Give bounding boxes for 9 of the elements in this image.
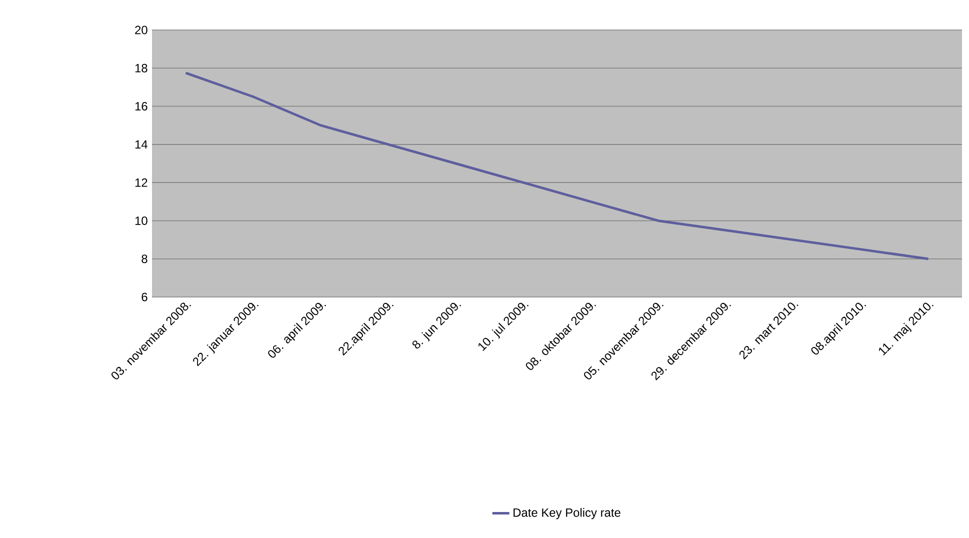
y-tick-label: 16 xyxy=(135,102,148,111)
y-tick-label: 12 xyxy=(135,178,148,187)
y-tick-label: 14 xyxy=(135,140,148,149)
y-tick-label: 10 xyxy=(135,216,148,225)
y-tick-label: 18 xyxy=(135,64,148,72)
y-tick-label: 20 xyxy=(135,26,148,34)
y-tick-label: 8 xyxy=(142,254,148,264)
y-tick-label: 6 xyxy=(142,292,148,302)
legend-label: Date Key Policy rate xyxy=(514,508,620,520)
